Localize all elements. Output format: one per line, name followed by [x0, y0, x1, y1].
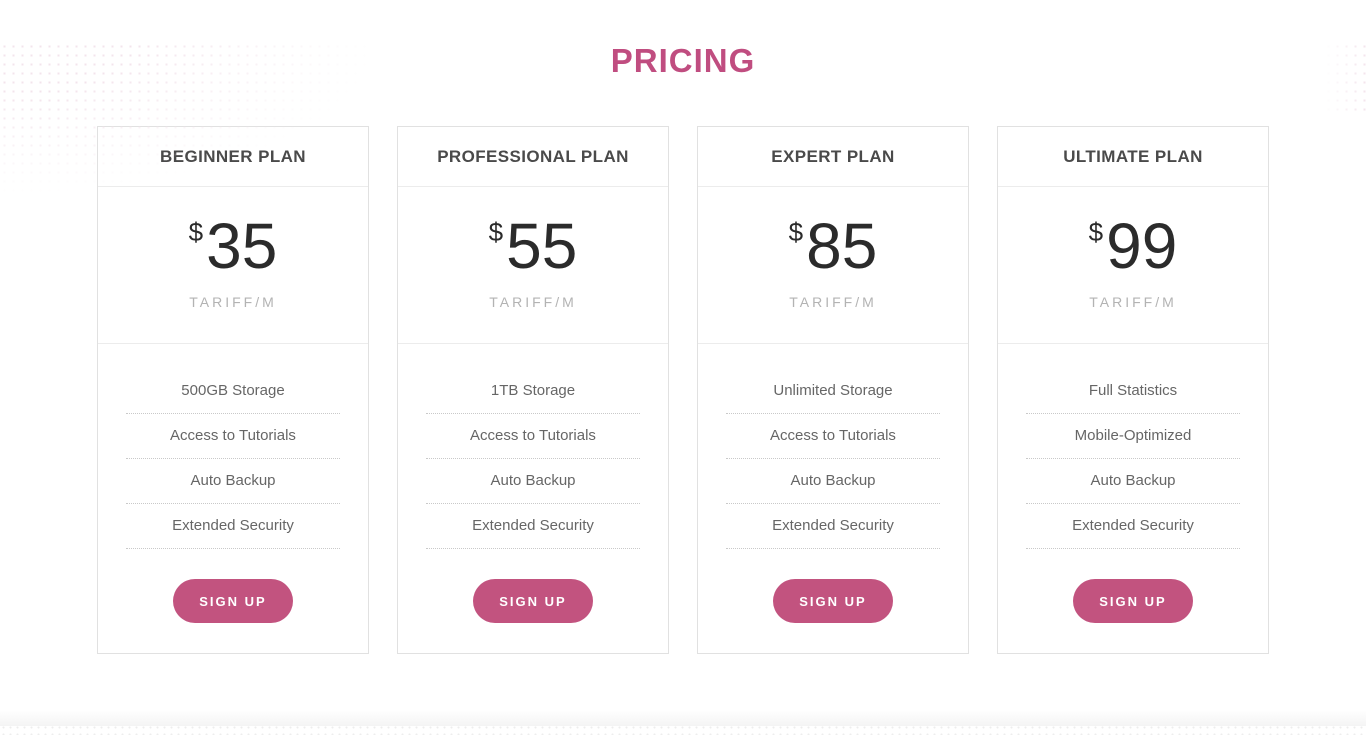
currency-symbol: $ [1088, 217, 1104, 247]
feature-item: Extended Security [726, 504, 940, 549]
feature-item: Access to Tutorials [426, 414, 640, 459]
sign-up-button[interactable]: SIGN UP [473, 579, 593, 623]
feature-item: Full Statistics [1026, 369, 1240, 414]
cta-container: SIGN UP [398, 579, 668, 653]
price-amount: 85 [806, 210, 878, 282]
price-section: $55 TARIFF/M [398, 187, 668, 344]
feature-list: Full Statistics Mobile-Optimized Auto Ba… [1026, 369, 1240, 549]
feature-item: Unlimited Storage [726, 369, 940, 414]
plan-header: EXPERT PLAN [698, 127, 968, 187]
pricing-title: PRICING [610, 42, 756, 79]
currency-symbol: $ [188, 217, 204, 247]
price-amount: 99 [1106, 210, 1178, 282]
plan-header: ULTIMATE PLAN [998, 127, 1268, 187]
cta-container: SIGN UP [998, 579, 1268, 653]
plan-name: EXPERT PLAN [771, 146, 895, 166]
feature-item: Access to Tutorials [726, 414, 940, 459]
pricing-card-beginner: BEGINNER PLAN $35 TARIFF/M 500GB Storage… [97, 126, 369, 654]
sign-up-button[interactable]: SIGN UP [173, 579, 293, 623]
pricing-cards: BEGINNER PLAN $35 TARIFF/M 500GB Storage… [97, 126, 1269, 654]
pricing-card-expert: EXPERT PLAN $85 TARIFF/M Unlimited Stora… [697, 126, 969, 654]
plan-name: PROFESSIONAL PLAN [437, 146, 629, 166]
plan-name: BEGINNER PLAN [160, 146, 306, 166]
currency-symbol: $ [788, 217, 804, 247]
sign-up-button[interactable]: SIGN UP [1073, 579, 1193, 623]
bottom-shadow [0, 710, 1366, 726]
feature-item: Mobile-Optimized [1026, 414, 1240, 459]
cta-container: SIGN UP [698, 579, 968, 653]
price-period: TARIFF/M [789, 294, 877, 310]
feature-list: 1TB Storage Access to Tutorials Auto Bac… [426, 369, 640, 549]
feature-item: Auto Backup [1026, 459, 1240, 504]
feature-list: Unlimited Storage Access to Tutorials Au… [726, 369, 940, 549]
price-section: $35 TARIFF/M [98, 187, 368, 344]
price-amount: 55 [506, 210, 578, 282]
feature-item: Auto Backup [126, 459, 340, 504]
price-section: $85 TARIFF/M [698, 187, 968, 344]
plan-header: BEGINNER PLAN [98, 127, 368, 187]
price: $99 [1089, 214, 1178, 278]
price: $35 [189, 214, 278, 278]
feature-item: Extended Security [1026, 504, 1240, 549]
price-period: TARIFF/M [489, 294, 577, 310]
plan-header: PROFESSIONAL PLAN [398, 127, 668, 187]
feature-item: Auto Backup [426, 459, 640, 504]
feature-item: Extended Security [426, 504, 640, 549]
feature-item: Extended Security [126, 504, 340, 549]
feature-item: Auto Backup [726, 459, 940, 504]
price-period: TARIFF/M [1089, 294, 1177, 310]
feature-item: 1TB Storage [426, 369, 640, 414]
pricing-card-ultimate: ULTIMATE PLAN $99 TARIFF/M Full Statisti… [997, 126, 1269, 654]
dot-pattern-bottom [0, 724, 1366, 735]
price-amount: 35 [206, 210, 278, 282]
price-period: TARIFF/M [189, 294, 277, 310]
price: $55 [489, 214, 578, 278]
currency-symbol: $ [488, 217, 504, 247]
cta-container: SIGN UP [98, 579, 368, 653]
feature-list: 500GB Storage Access to Tutorials Auto B… [126, 369, 340, 549]
price: $85 [789, 214, 878, 278]
feature-item: Access to Tutorials [126, 414, 340, 459]
sign-up-button[interactable]: SIGN UP [773, 579, 893, 623]
price-section: $99 TARIFF/M [998, 187, 1268, 344]
feature-item: 500GB Storage [126, 369, 340, 414]
pricing-card-professional: PROFESSIONAL PLAN $55 TARIFF/M 1TB Stora… [397, 126, 669, 654]
plan-name: ULTIMATE PLAN [1063, 146, 1203, 166]
